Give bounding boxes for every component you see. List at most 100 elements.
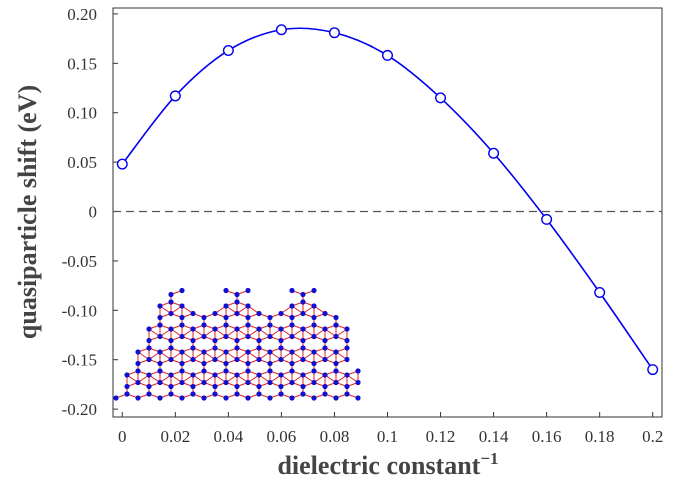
atom [179, 303, 185, 309]
atom [234, 345, 240, 351]
y-tick-label: 0.20 [67, 5, 97, 24]
atom [168, 391, 174, 397]
atom [289, 303, 295, 309]
atom [300, 383, 306, 390]
atom [245, 287, 251, 294]
atom [223, 314, 229, 321]
atom [333, 379, 339, 386]
y-tick-label: -0.20 [62, 400, 97, 419]
atom [234, 383, 240, 390]
atom [322, 372, 328, 378]
atom [267, 379, 273, 386]
atom [256, 326, 262, 332]
atom [311, 303, 317, 309]
atom [212, 310, 218, 317]
atom [322, 337, 328, 344]
atom [300, 337, 306, 344]
atom [234, 356, 240, 363]
atom [212, 372, 218, 378]
atom [223, 303, 229, 309]
atom [333, 368, 339, 374]
atom [223, 379, 229, 386]
atom [168, 356, 174, 363]
atom [168, 372, 174, 378]
atom [212, 391, 218, 397]
atom [322, 356, 328, 363]
atom [201, 314, 207, 321]
atom [190, 372, 196, 378]
atom [223, 322, 229, 328]
atom [333, 349, 339, 355]
atom [212, 326, 218, 332]
atom [300, 345, 306, 351]
atom [267, 314, 273, 321]
y-tick-label: 0 [89, 203, 98, 222]
atom [146, 383, 152, 390]
atom [311, 322, 317, 328]
atom [234, 372, 240, 378]
atom [300, 391, 306, 397]
atom [212, 337, 218, 344]
x-tick-label: 0.08 [320, 427, 350, 446]
atom [267, 360, 273, 367]
atom [168, 383, 174, 390]
atom [146, 337, 152, 344]
atom [300, 356, 306, 363]
atom [157, 333, 163, 340]
atom [289, 395, 295, 401]
atom [245, 333, 251, 340]
atom [168, 310, 174, 317]
atom [190, 356, 196, 363]
atom [245, 368, 251, 374]
atom [179, 349, 185, 355]
y-axis-label: quasiparticle shift (eV) [13, 85, 42, 339]
x-tick-label: 0.06 [267, 427, 297, 446]
atom [322, 391, 328, 397]
x-tick-label: 0 [118, 427, 127, 446]
atom [245, 349, 251, 355]
atom [278, 372, 284, 378]
x-tick-label: 0.1 [377, 427, 398, 446]
atom [289, 360, 295, 367]
data-point [328, 27, 340, 39]
atom [344, 345, 350, 351]
atom [201, 395, 207, 401]
atom [267, 368, 273, 374]
atom [201, 379, 207, 386]
atom [344, 372, 350, 378]
x-tick-label: 0.18 [585, 427, 615, 446]
atom [245, 322, 251, 328]
atom [146, 356, 152, 363]
atom [256, 310, 262, 317]
atom [322, 383, 328, 390]
atom [311, 379, 317, 386]
atom [190, 326, 196, 332]
atom [278, 345, 284, 351]
y-tick-label: 0.05 [67, 153, 97, 172]
atom [300, 310, 306, 317]
atom [124, 372, 130, 378]
atom [146, 391, 152, 397]
atom [267, 395, 273, 401]
atom [190, 337, 196, 344]
atom [267, 322, 273, 328]
atom [234, 299, 240, 305]
atom [311, 333, 317, 340]
atom [168, 337, 174, 344]
atom [168, 345, 174, 351]
x-tick-label: 0.16 [532, 427, 562, 446]
y-tick-label: -0.15 [62, 351, 97, 370]
atom [179, 379, 185, 386]
data-point [594, 287, 606, 299]
atom [201, 349, 207, 355]
atom [300, 372, 306, 378]
atom [333, 314, 339, 321]
atom [190, 310, 196, 317]
data-point [169, 90, 181, 102]
atom [300, 291, 306, 298]
atom [223, 333, 229, 340]
atom [333, 333, 339, 340]
atom [135, 349, 141, 355]
atom [157, 379, 163, 386]
